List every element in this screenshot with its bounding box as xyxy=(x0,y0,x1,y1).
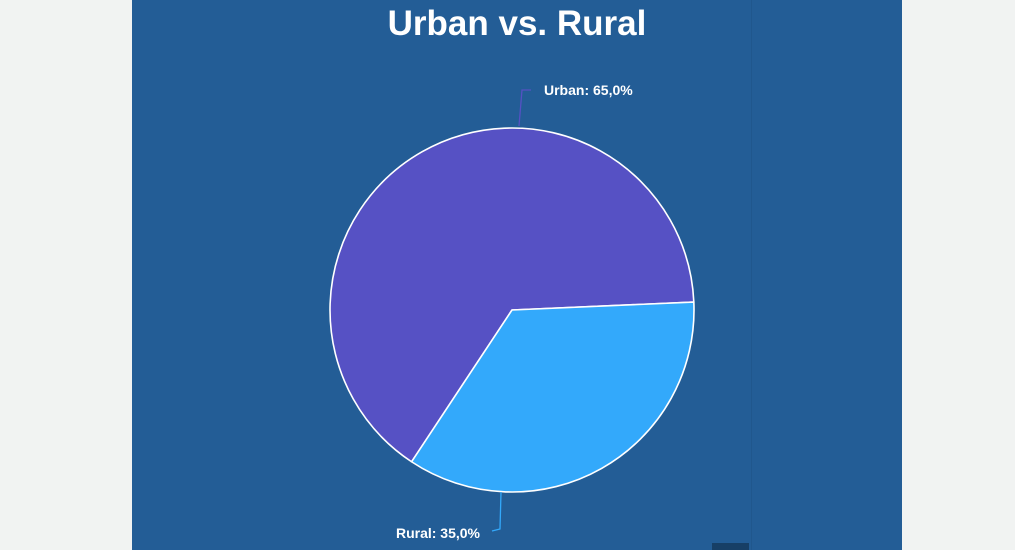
pie-leaders xyxy=(491,89,531,532)
panel-shade xyxy=(751,0,752,550)
chart-title: Urban vs. Rural xyxy=(387,4,647,43)
pie-chart: Urban: 65,0% Rural: 35,0% xyxy=(329,82,695,541)
leader-line-rural xyxy=(491,491,502,532)
pie-slice-rural[interactable] xyxy=(410,301,695,493)
pie-slice-urban[interactable] xyxy=(329,127,695,463)
pie-labels: Urban: 65,0% Rural: 35,0% xyxy=(396,82,633,541)
leader-line-urban xyxy=(518,89,531,127)
corner-block xyxy=(712,543,749,550)
slice-label-rural: Rural: 35,0% xyxy=(396,525,481,541)
pie-slices xyxy=(329,127,695,493)
slice-label-urban: Urban: 65,0% xyxy=(544,82,633,98)
chart-panel: Urban vs. Rural Urban: 65,0% Rural: 35,0% xyxy=(132,0,902,550)
